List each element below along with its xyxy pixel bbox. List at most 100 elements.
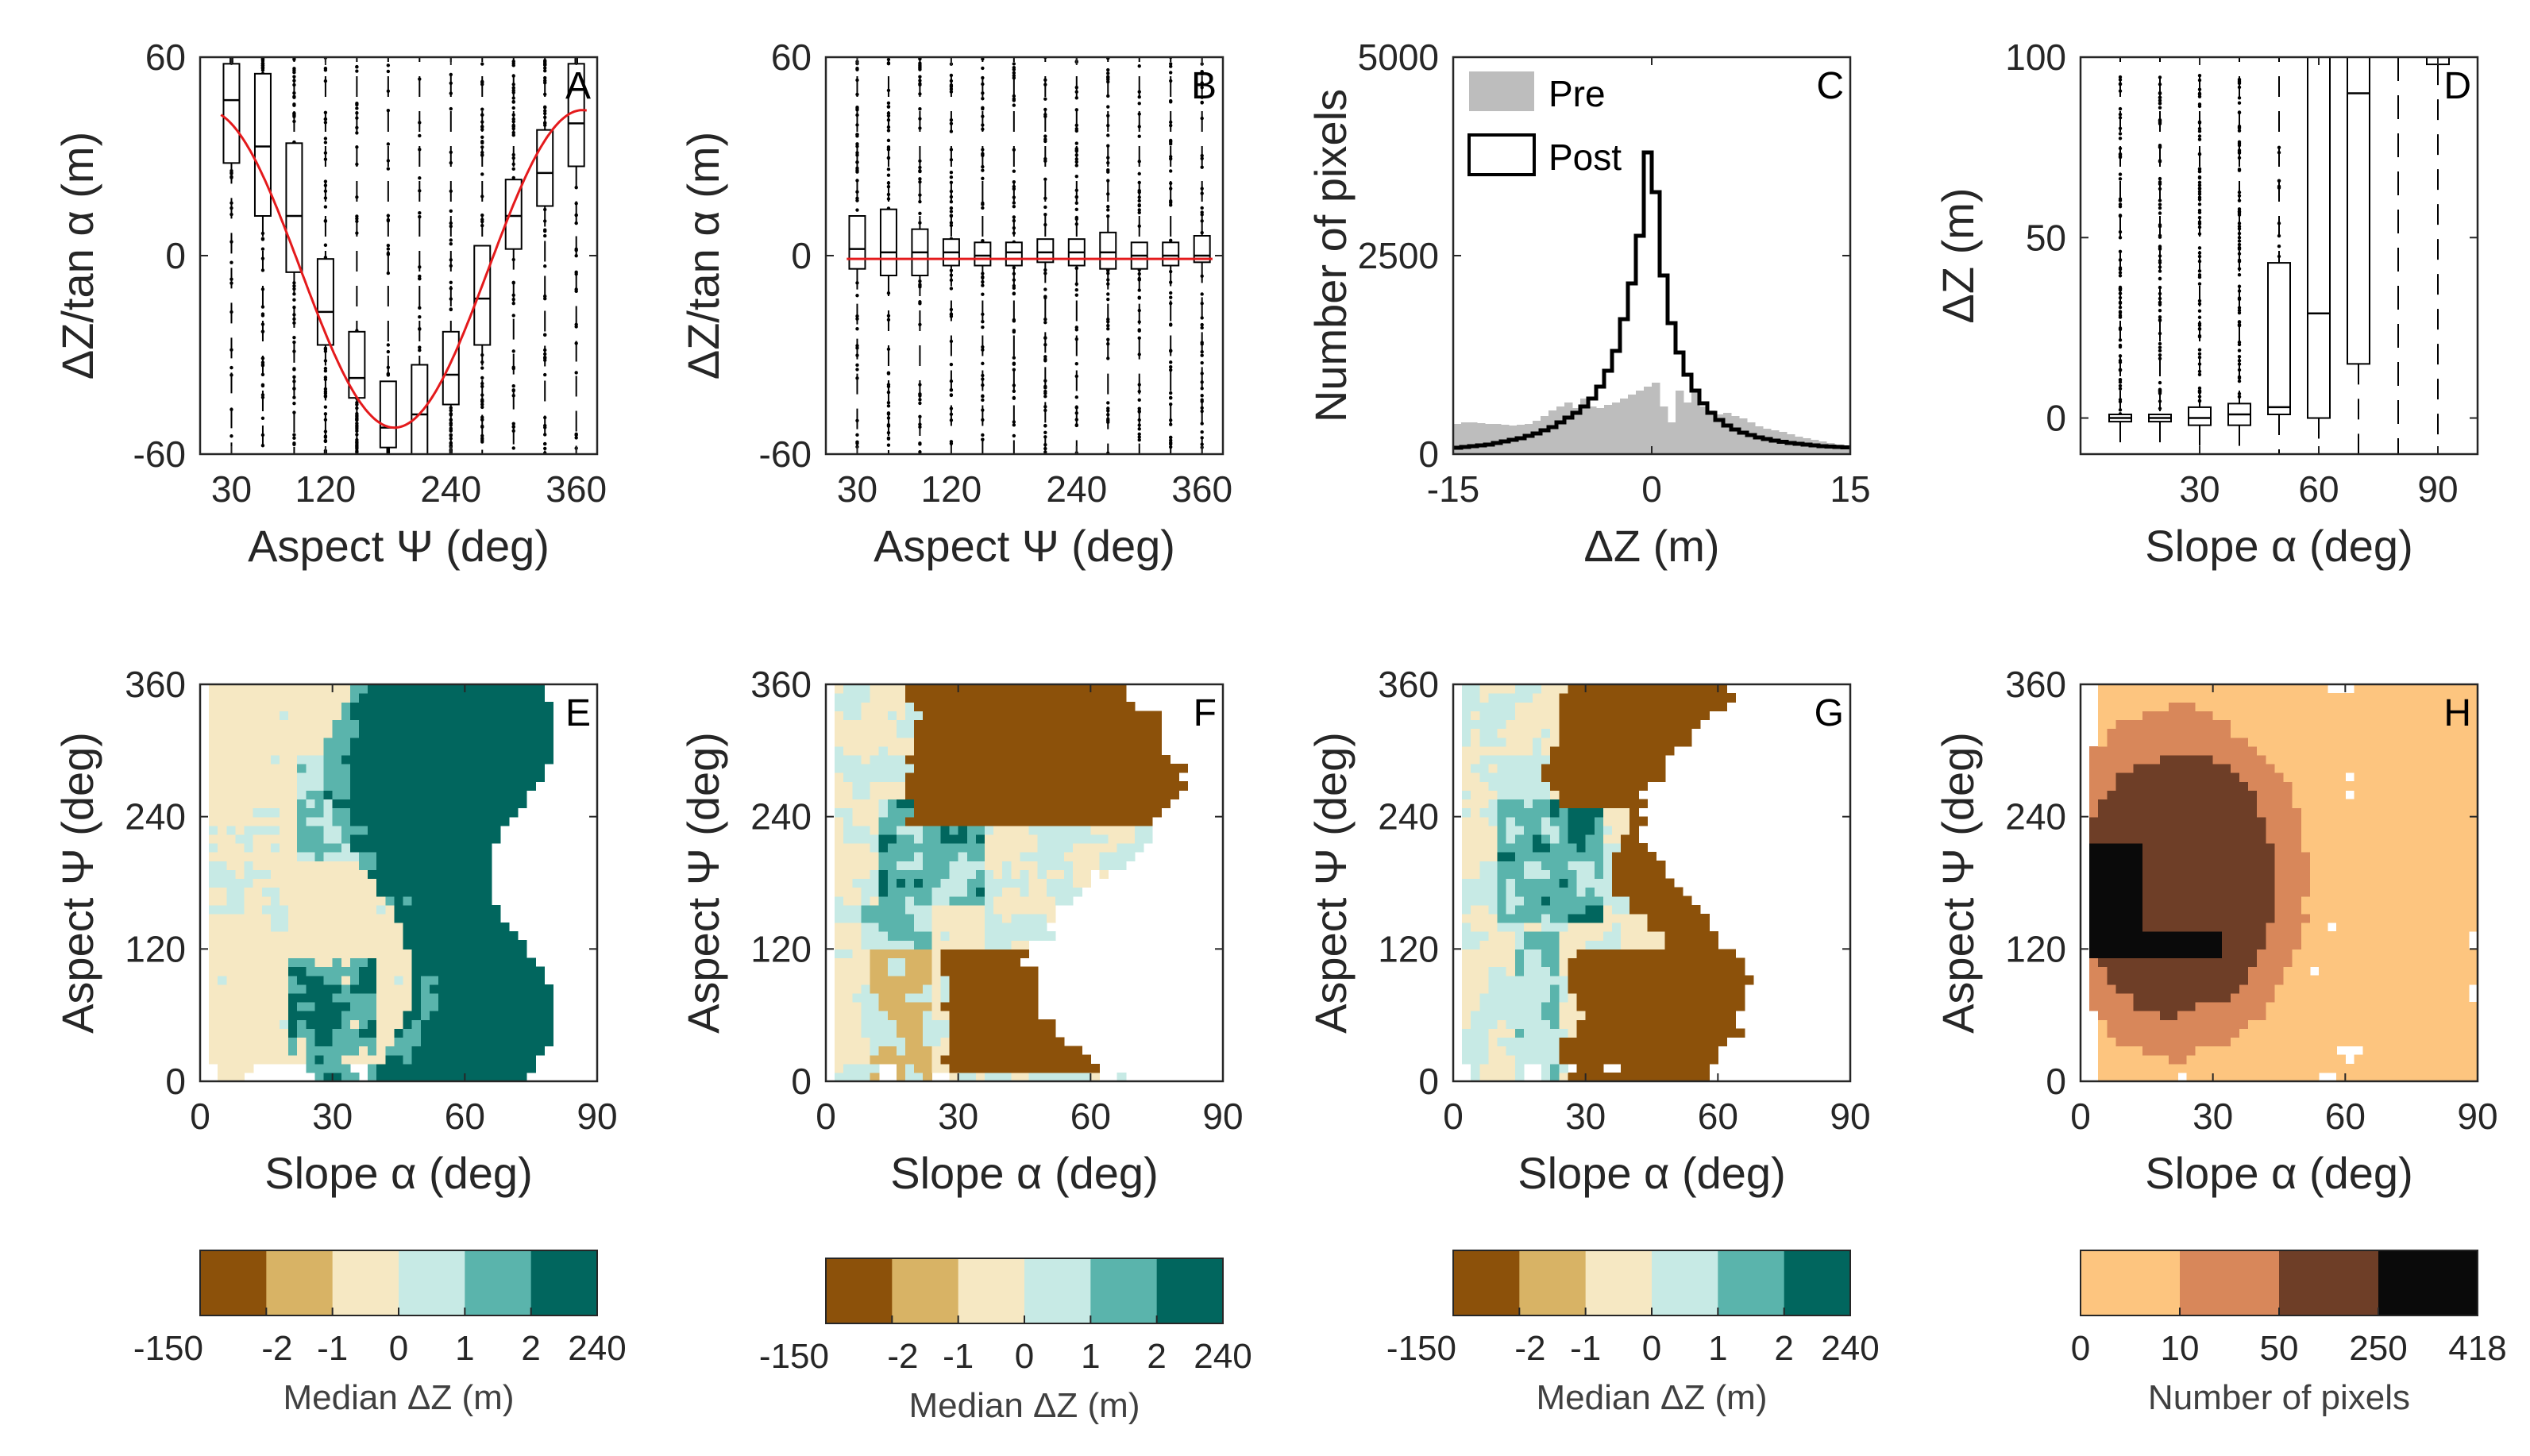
heatmap-cell [1055, 684, 1065, 694]
heatmap-cell [931, 764, 942, 773]
heatmap-cell [438, 1037, 448, 1047]
heatmap-cell [429, 816, 439, 826]
heatmap-cell [491, 1072, 501, 1082]
outlier [1074, 406, 1078, 410]
heatmap-cell [447, 790, 457, 800]
heatmap-cell [1144, 781, 1153, 791]
outlier [511, 394, 515, 398]
heatmap-cell [1117, 843, 1127, 853]
outlier [2237, 395, 2242, 399]
heatmap-cell [1002, 728, 1012, 738]
heatmap-cell [1506, 1072, 1516, 1082]
heatmap-cell [1108, 807, 1118, 818]
heatmap-cell [447, 781, 457, 791]
heatmap-cell [905, 711, 915, 721]
heatmap-cell [403, 711, 413, 721]
outlier [1137, 195, 1141, 199]
heatmap-cell [368, 1063, 377, 1073]
heatmap-cell [1664, 1037, 1675, 1047]
heatmap-cell [1011, 790, 1021, 800]
heatmap-cell [985, 1028, 994, 1038]
heatmap-cell [341, 1063, 351, 1073]
heatmap-cell [949, 1054, 959, 1065]
heatmap-cell [288, 807, 298, 818]
heatmap-cell [288, 913, 298, 923]
heatmap-cell [993, 861, 1003, 870]
outlier [449, 221, 453, 225]
heatmap-cell [1125, 852, 1136, 861]
heatmap-cell [323, 1019, 334, 1029]
heatmap-cell [1134, 728, 1144, 738]
heatmap-cell [544, 745, 554, 756]
outlier [1074, 164, 1078, 168]
heatmap-cell [914, 931, 924, 941]
heatmap-cell [1073, 754, 1082, 765]
outlier [449, 242, 453, 246]
heatmap-cell [975, 807, 985, 818]
heatmap-cell [394, 923, 404, 932]
colorbar-title: Median ΔZ (m) [283, 1378, 515, 1417]
heatmap-cell [323, 728, 334, 738]
outlier [543, 63, 547, 67]
heatmap-cell [314, 754, 325, 765]
heatmap-cell [306, 861, 316, 870]
outlier [2197, 372, 2202, 377]
heatmap-cell [411, 684, 422, 694]
outlier [511, 301, 515, 306]
heatmap-cell [403, 887, 413, 897]
outlier [323, 151, 328, 155]
outlier [1012, 361, 1016, 365]
heatmap-cell [420, 781, 430, 791]
heatmap-cell [940, 737, 951, 747]
outlier [292, 83, 296, 87]
heatmap-cell [835, 702, 844, 711]
outlier [1012, 420, 1016, 424]
outlier [418, 349, 422, 352]
heatmap-cell [235, 825, 245, 835]
outlier [449, 408, 453, 413]
heatmap-cell [914, 984, 924, 994]
heatmap-cell [905, 745, 915, 756]
heatmap-cell [1028, 923, 1039, 932]
heatmap-cell [368, 684, 377, 694]
outlier [855, 134, 859, 138]
heatmap-cell [1002, 1054, 1012, 1065]
heatmap-cell [323, 745, 334, 756]
heatmap-cell [491, 834, 501, 844]
heatmap-cell [218, 923, 227, 932]
heatmap-cell [261, 728, 272, 738]
heatmap-cell [958, 904, 968, 915]
outlier [229, 365, 233, 370]
heatmap-cell [896, 975, 906, 985]
heatmap-cell [852, 975, 862, 985]
heatmap-cell [1002, 869, 1012, 880]
heatmap-cell [508, 772, 519, 782]
heatmap-cell [218, 807, 227, 818]
heatmap-cell [870, 684, 880, 694]
heatmap-cell [870, 904, 880, 915]
outlier [1043, 137, 1047, 141]
heatmap-cell [420, 684, 430, 694]
outlier [886, 114, 891, 117]
heatmap-cell [261, 887, 272, 897]
heatmap-cell [1028, 702, 1039, 711]
heatmap-cell [1602, 1054, 1613, 1065]
heatmap-cell [288, 799, 298, 809]
heatmap-cell [1585, 1037, 1595, 1047]
heatmap-cell [420, 913, 430, 923]
heatmap-cell [923, 869, 932, 880]
heatmap-cell [323, 931, 334, 941]
heatmap-cell [420, 1054, 430, 1065]
heatmap-cell [852, 1037, 862, 1047]
heatmap-cell [411, 957, 422, 968]
heatmap-cell [394, 949, 404, 959]
heatmap-cell [209, 711, 218, 721]
heatmap-cell [1533, 1054, 1542, 1065]
heatmap-cell [985, 737, 994, 747]
outlier [543, 352, 547, 356]
heatmap-cell [359, 745, 368, 756]
outlier [2237, 320, 2242, 324]
pre-bar [1588, 406, 1597, 454]
heatmap-cell [209, 887, 218, 897]
heatmap-cell [349, 719, 360, 730]
